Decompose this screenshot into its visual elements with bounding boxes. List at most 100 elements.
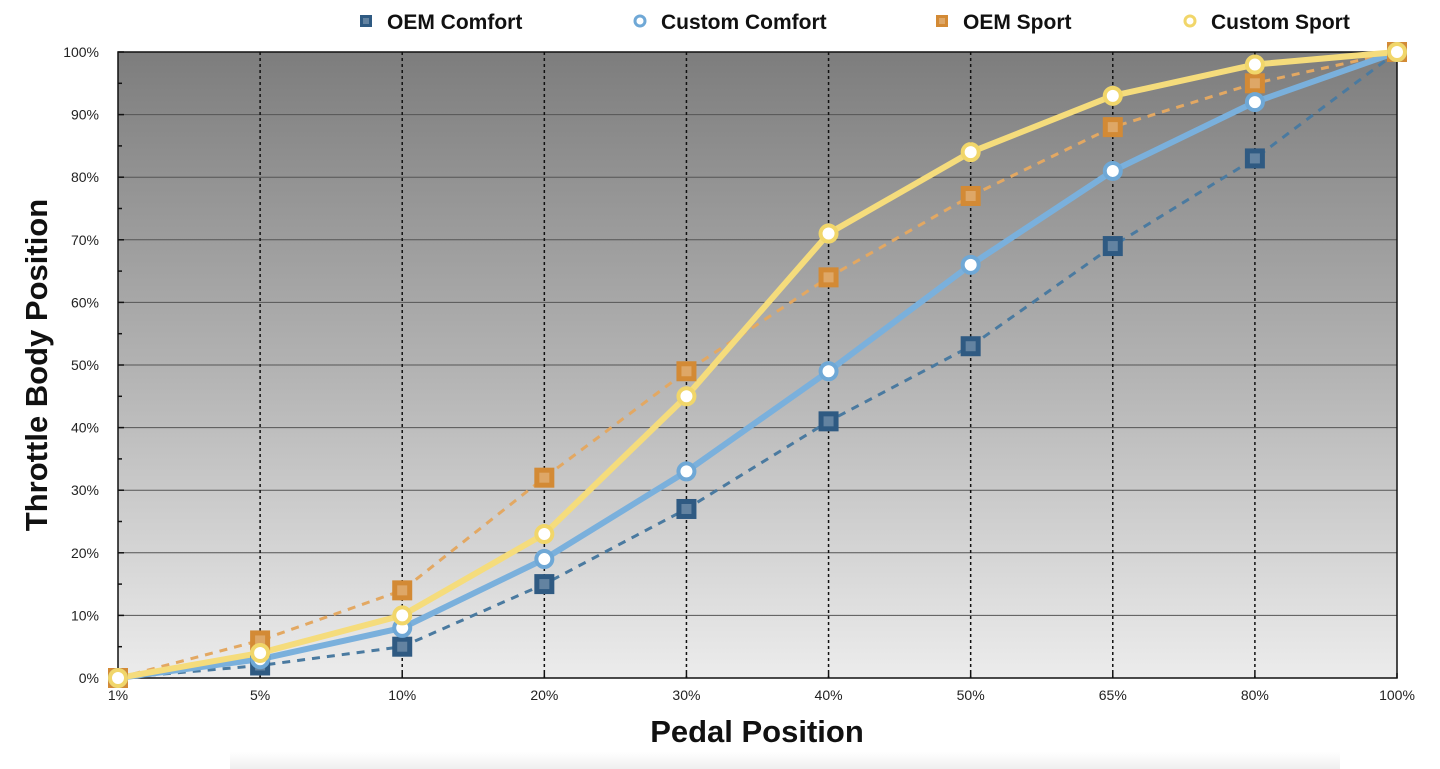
bottom-shadow xyxy=(230,752,1340,769)
marker-circle xyxy=(818,223,839,244)
marker-square xyxy=(1102,236,1123,257)
legend-label: Custom Sport xyxy=(1211,11,1350,34)
data-point-oem-comfort xyxy=(1102,236,1123,257)
marker-square-inner xyxy=(965,341,976,352)
data-point-oem-sport xyxy=(1244,73,1265,94)
data-point-custom-comfort xyxy=(960,254,981,275)
y-tick-label: 40% xyxy=(71,420,99,436)
y-tick-label: 100% xyxy=(63,44,99,60)
x-axis-tick-labels: 1% 5% 10% 20% 30% 40% 50% 65% 80% 100% xyxy=(108,687,1415,703)
marker-square-inner xyxy=(539,579,550,590)
data-point-oem-comfort xyxy=(960,336,981,357)
data-point-oem-comfort xyxy=(534,574,555,595)
horizontal-gridlines xyxy=(118,114,1397,616)
y-tick-label: 60% xyxy=(71,294,99,310)
data-point-oem-sport xyxy=(676,361,697,382)
data-point-custom-comfort xyxy=(1244,92,1265,113)
marker-square-inner xyxy=(681,366,692,377)
marker-square-inner xyxy=(1107,122,1118,133)
data-point-oem-sport xyxy=(1102,117,1123,138)
data-point-oem-sport xyxy=(392,580,413,601)
legend-circle-icon xyxy=(1183,14,1197,28)
data-point-oem-sport xyxy=(818,267,839,288)
legend-item-oem-comfort: OEM Comfort xyxy=(360,11,522,34)
x-axis-title: Pedal Position xyxy=(650,714,864,749)
marker-square-inner xyxy=(539,472,550,483)
marker-circle xyxy=(1102,85,1123,106)
data-point-custom-sport xyxy=(676,386,697,407)
data-point-oem-comfort xyxy=(1244,148,1265,169)
marker-circle xyxy=(534,549,555,570)
y-tick-label: 10% xyxy=(71,607,99,623)
data-point-oem-sport xyxy=(534,467,555,488)
series-markers xyxy=(108,42,1407,688)
marker-circle xyxy=(250,642,271,663)
marker-square-inner xyxy=(1107,241,1118,252)
legend-label: OEM Sport xyxy=(963,11,1072,34)
legend-square-inner xyxy=(939,18,945,24)
x-tick-label: 80% xyxy=(1241,687,1269,703)
marker-square xyxy=(676,361,697,382)
x-tick-label: 5% xyxy=(250,687,270,703)
data-point-oem-sport xyxy=(960,185,981,206)
legend-item-oem-sport: OEM Sport xyxy=(936,11,1072,34)
y-tick-label: 70% xyxy=(71,232,99,248)
data-point-custom-sport xyxy=(818,223,839,244)
y-tick-label: 0% xyxy=(79,670,99,686)
x-tick-label: 10% xyxy=(388,687,416,703)
marker-square-inner xyxy=(255,635,266,646)
y-tick-label: 80% xyxy=(71,169,99,185)
legend-circle-icon xyxy=(633,14,647,28)
marker-square xyxy=(676,498,697,519)
data-point-custom-comfort xyxy=(534,549,555,570)
marker-circle xyxy=(676,386,697,407)
marker-square xyxy=(960,185,981,206)
legend-square-icon xyxy=(360,15,372,27)
y-tick-label: 90% xyxy=(71,107,99,123)
marker-square xyxy=(1244,148,1265,169)
data-point-custom-sport xyxy=(1387,42,1407,62)
marker-square xyxy=(534,467,555,488)
marker-square xyxy=(1102,117,1123,138)
legend-item-custom-comfort: Custom Comfort xyxy=(633,11,827,34)
marker-square-inner xyxy=(397,641,408,652)
legend-label: OEM Comfort xyxy=(387,11,522,34)
legend-square-inner xyxy=(363,18,369,24)
plot-frame xyxy=(117,51,1398,679)
x-tick-label: 50% xyxy=(957,687,985,703)
data-point-custom-sport xyxy=(1244,54,1265,75)
marker-circle xyxy=(960,142,981,163)
data-point-custom-sport xyxy=(1102,85,1123,106)
x-tick-label: 65% xyxy=(1099,687,1127,703)
marker-square xyxy=(392,636,413,657)
marker-square xyxy=(818,267,839,288)
y-tick-label: 50% xyxy=(71,357,99,373)
marker-square xyxy=(818,411,839,432)
series-line-custom-sport xyxy=(117,49,1398,681)
marker-circle xyxy=(676,461,697,482)
marker-circle xyxy=(392,605,413,626)
x-tick-label: 30% xyxy=(672,687,700,703)
series-line-oem-sport xyxy=(117,50,1398,680)
marker-circle xyxy=(818,361,839,382)
x-tick-label: 20% xyxy=(530,687,558,703)
marker-circle xyxy=(534,524,555,545)
data-point-custom-sport xyxy=(960,142,981,163)
x-tick-label: 40% xyxy=(815,687,843,703)
marker-circle xyxy=(960,254,981,275)
x-tick-label: 1% xyxy=(108,687,128,703)
series-line-oem-comfort xyxy=(117,50,1398,680)
data-point-custom-comfort xyxy=(818,361,839,382)
data-point-custom-sport xyxy=(392,605,413,626)
series-line-custom-comfort xyxy=(117,49,1398,681)
data-point-custom-comfort xyxy=(676,461,697,482)
marker-square xyxy=(534,574,555,595)
y-axis-tick-labels: 0% 10% 20% 30% 40% 50% 60% 70% 80% 90% 100% xyxy=(63,44,99,686)
y-axis-title: Throttle Body Position xyxy=(19,199,54,531)
marker-square-inner xyxy=(681,503,692,514)
data-point-oem-comfort xyxy=(392,636,413,657)
marker-square-inner xyxy=(823,272,834,283)
legend-item-custom-sport: Custom Sport xyxy=(1183,11,1350,34)
legend-label: Custom Comfort xyxy=(661,11,827,34)
